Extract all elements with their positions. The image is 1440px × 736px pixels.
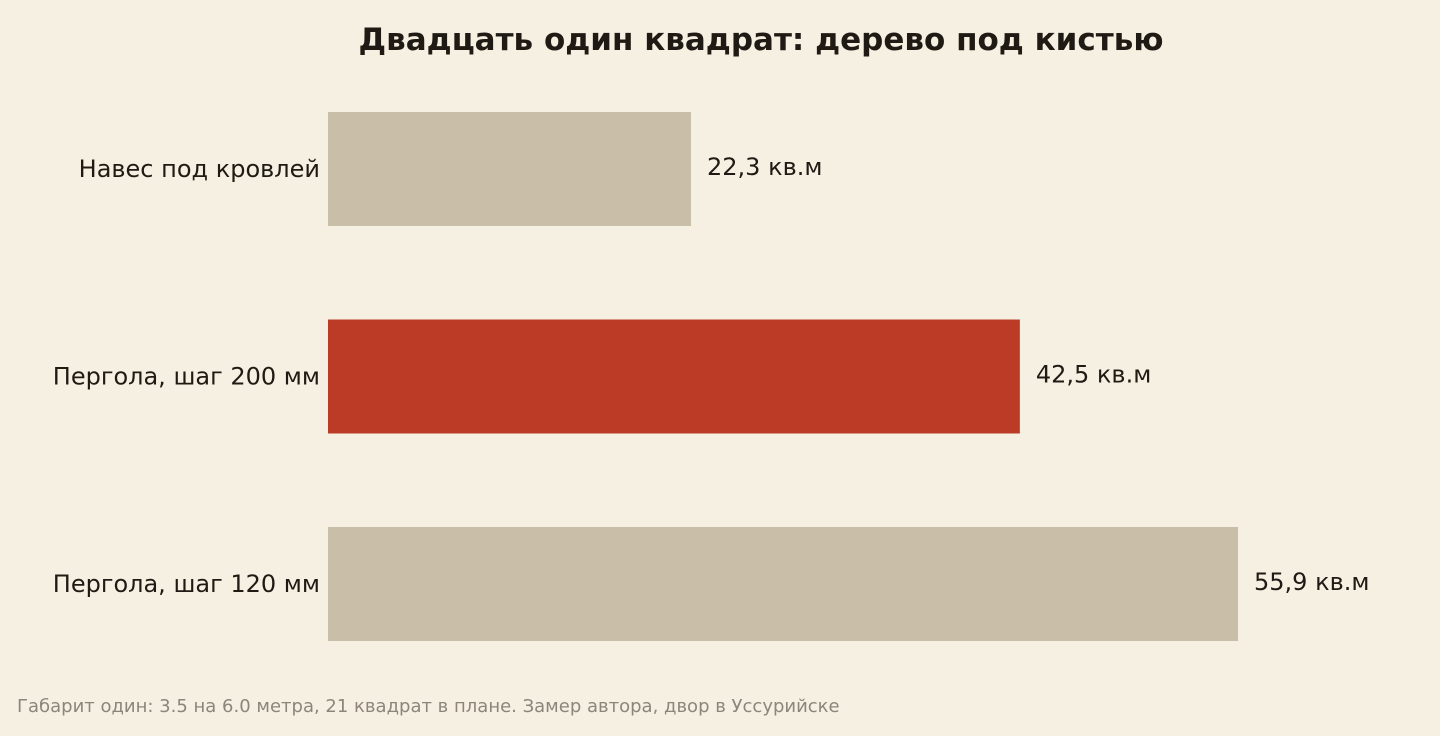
chart-title: Двадцать один квадрат: дерево под кистью — [359, 22, 1164, 58]
category-label-2: Пергола, шаг 200 мм — [53, 363, 320, 391]
category-label-3: Пергола, шаг 120 мм — [53, 570, 320, 598]
bars-group: Навес под кровлей 22,3 кв.м Пергола, шаг 2… — [53, 112, 1369, 641]
bar-2 — [328, 319, 1020, 434]
chart-footnote: Габарит один: 3.5 на 6.0 метра, 21 квадр… — [17, 696, 840, 717]
value-label-2: 42,5 кв.м — [1036, 361, 1151, 389]
value-label-3: 55,9 кв.м — [1254, 568, 1369, 596]
bar-1 — [328, 112, 692, 226]
category-label-1: Навес под кровлей — [79, 155, 320, 183]
bar-3 — [328, 527, 1238, 641]
value-label-1: 22,3 кв.м — [707, 153, 822, 181]
